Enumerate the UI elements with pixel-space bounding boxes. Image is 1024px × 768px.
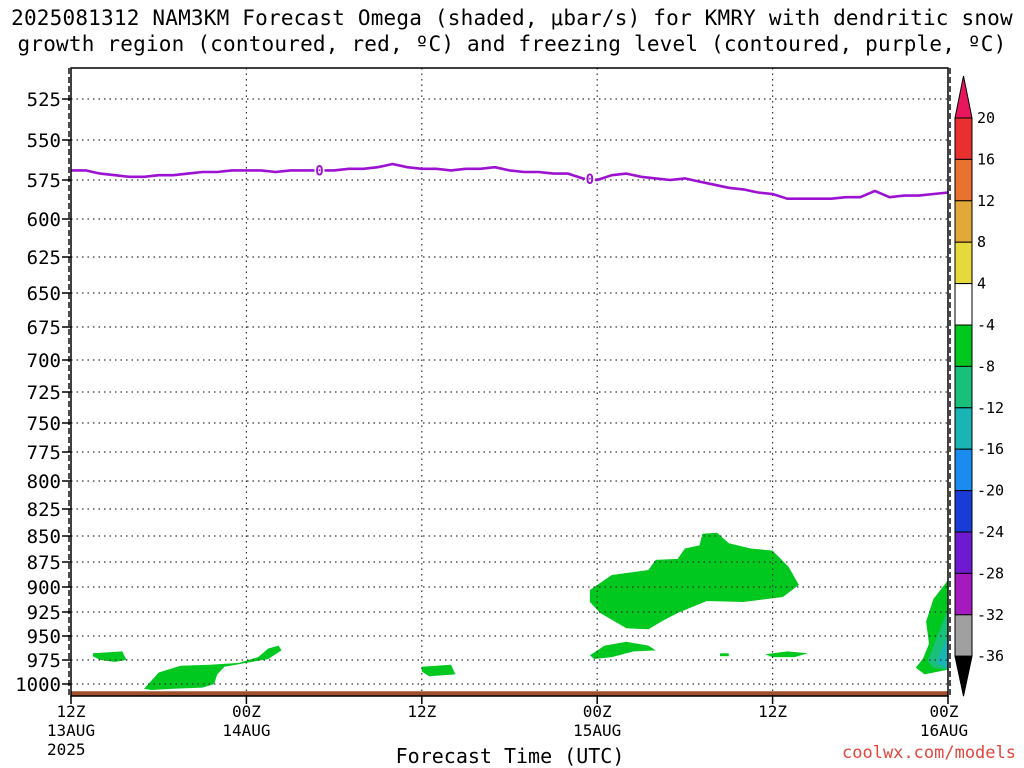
axes <box>68 67 951 697</box>
colorbar-swatch-9 <box>954 448 973 492</box>
y-tick-label-550: 550 <box>27 130 61 152</box>
colorbar-swatch-13 <box>954 614 973 657</box>
grid <box>71 68 948 696</box>
x-tick-label-24-1: 12Z <box>407 702 436 721</box>
x-tick-label-12-1: 00Z <box>232 702 261 721</box>
colorbar-label-8: -12 <box>977 399 1004 417</box>
chart-title-line-2: growth region (contoured, red, ºC) and f… <box>17 32 1007 56</box>
x-tick-label-36-2: 15AUG <box>573 721 621 740</box>
colorbar-swatch-2 <box>954 158 973 202</box>
omega-shading <box>71 532 948 696</box>
colorbar-label-6: -4 <box>977 316 995 334</box>
y-tick-label-975: 975 <box>27 650 61 672</box>
x-axis-label: Forecast Time (UTC) <box>395 744 625 768</box>
colorbar-bottom-arrow <box>954 655 973 697</box>
x-tick-label-0-3: 2025 <box>47 740 86 759</box>
colorbar-top-arrow <box>954 75 973 119</box>
y-tick-label-750: 750 <box>27 413 61 435</box>
omega-region-3 <box>421 664 456 677</box>
colorbar-label-12: -28 <box>977 564 1004 582</box>
chart-title-line-1: 2025081312 NAM3KM Forecast Omega (shaded… <box>11 6 1013 30</box>
y-tick-label-925: 925 <box>27 602 61 624</box>
y-tick-label-775: 775 <box>27 442 61 464</box>
omega-region-2 <box>144 645 282 690</box>
colorbar-label-11: -24 <box>977 523 1004 541</box>
y-tick-label-1000: 1000 <box>15 674 61 696</box>
site-credit: coolwx.com/models <box>842 743 1016 763</box>
colorbar-label-3: 12 <box>977 192 995 210</box>
y-tick-label-900: 900 <box>27 577 61 599</box>
contour-label-2: 0 <box>586 172 594 188</box>
omega-region-6 <box>720 653 729 657</box>
x-tick-label-0-1: 12Z <box>57 702 86 721</box>
colorbar-swatch-5 <box>954 283 973 326</box>
colorbar-swatch-4 <box>954 241 973 285</box>
contour-label-1: 0 <box>315 163 323 179</box>
omega-region-4 <box>589 641 656 659</box>
colorbar-swatch-10 <box>954 490 973 533</box>
y-tick-label-850: 850 <box>27 526 61 548</box>
y-tick-label-575: 575 <box>27 170 61 192</box>
colorbar-swatch-11 <box>954 531 973 574</box>
colorbar-label-2: 16 <box>977 150 995 168</box>
y-tick-label-650: 650 <box>27 283 61 305</box>
x-tick-label-60-2: 16AUG <box>920 721 968 740</box>
colorbar-label-13: -32 <box>977 606 1004 624</box>
x-tick-label-12-2: 14AUG <box>222 721 270 740</box>
y-tick-label-625: 625 <box>27 247 61 269</box>
colorbar-swatch-3 <box>954 200 973 243</box>
colorbar-swatch-6 <box>954 324 973 367</box>
plot-frame <box>70 67 949 697</box>
y-tick-label-525: 525 <box>27 89 61 111</box>
y-tick-label-725: 725 <box>27 382 61 404</box>
y-tick-label-875: 875 <box>27 552 61 574</box>
omega-region-1 <box>92 651 127 662</box>
colorbar-swatch-12 <box>954 572 973 616</box>
freezing-level-contour: 00 <box>71 162 949 200</box>
freezing-level-line <box>71 162 949 200</box>
y-tick-label-700: 700 <box>27 350 61 372</box>
colorbar: 20 16 12 8 4 -4 -8 -12 -16 -20 -24 -28 -32 -36 <box>954 75 1004 697</box>
y-tick-label-950: 950 <box>27 626 61 648</box>
contour-label-bg-1 <box>314 162 325 179</box>
x-tick-label-0-2: 13AUG <box>47 721 95 740</box>
surface-terrain <box>71 691 948 696</box>
colorbar-label-1: 20 <box>977 109 995 127</box>
y-tick-label-675: 675 <box>27 317 61 339</box>
omega-region-10 <box>936 634 948 669</box>
colorbar-swatch-1 <box>954 117 973 160</box>
omega-region-5 <box>589 532 799 630</box>
colorbar-swatch-8 <box>954 407 973 450</box>
colorbar-label-5: 4 <box>977 275 986 293</box>
x-tick-label-36-1: 00Z <box>583 702 612 721</box>
y-tick-label-825: 825 <box>27 499 61 521</box>
y-tick-label-800: 800 <box>27 471 61 493</box>
colorbar-label-14: -36 <box>977 647 1004 665</box>
omega-region-7 <box>765 651 808 658</box>
colorbar-swatch-7 <box>954 365 973 409</box>
x-tick-label-48-1: 12Z <box>758 702 787 721</box>
colorbar-label-7: -8 <box>977 357 995 375</box>
y-tick-labels: 525 550 575 600 625 650 675 700 725 750 775 800 825 8… <box>15 89 71 696</box>
x-tick-label-60-1: 00Z <box>930 702 959 721</box>
contour-label-bg-2 <box>584 171 595 188</box>
colorbar-label-9: -16 <box>977 440 1004 458</box>
colorbar-label-10: -20 <box>977 482 1004 500</box>
colorbar-label-4: 8 <box>977 233 986 251</box>
y-tick-label-600: 600 <box>27 209 61 231</box>
